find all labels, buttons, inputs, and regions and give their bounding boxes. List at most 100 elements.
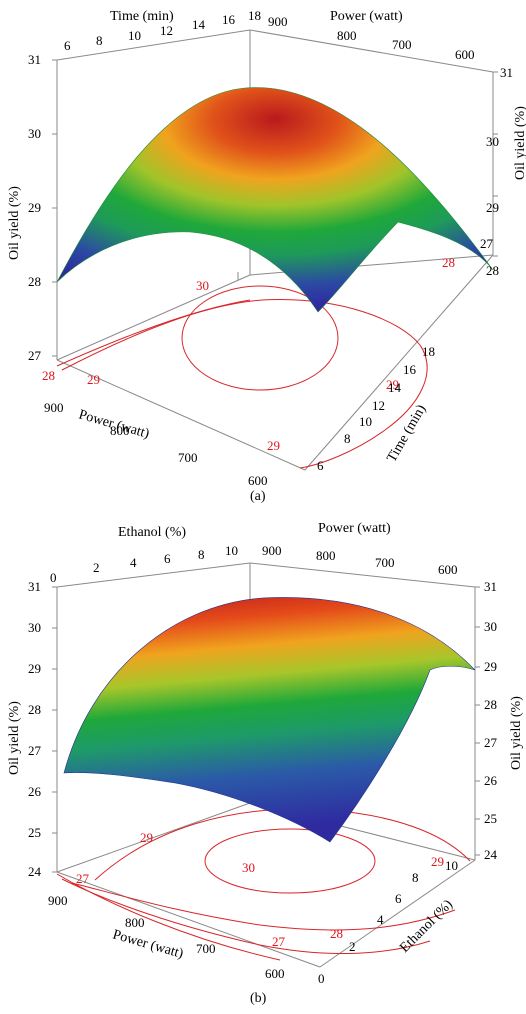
z-tick-label: 27 (28, 348, 42, 363)
power-tick-label: 900 (268, 14, 288, 29)
ethanol-tick-label: 2 (349, 939, 356, 954)
power-tick-label: 900 (48, 893, 68, 908)
z-axis-title-left-a: Oil yield (%) (7, 186, 22, 260)
power-tick-label: 600 (455, 47, 475, 62)
z-tick-label: 25 (484, 811, 497, 826)
time-tick-label: 16 (222, 12, 236, 27)
contour-label: 30 (196, 278, 209, 293)
time-tick-label: 10 (128, 28, 141, 43)
z-tick-label: 31 (484, 579, 497, 594)
z-tick-label: 28 (28, 274, 41, 289)
time-tick-label: 6 (64, 38, 71, 53)
contour-30-b (204, 828, 376, 894)
z-tick-label: 26 (28, 784, 42, 799)
z-ticks-b (52, 586, 480, 873)
ethanol-tick-label: 6 (164, 551, 171, 566)
z-tick-label: 30 (28, 126, 41, 141)
z-axis-title-left-b: Oil yield (%) (7, 701, 22, 775)
response-surface-a (56, 87, 494, 313)
power-tick-label: 800 (337, 28, 357, 43)
chart-panel-b: 29 27 30 29 28 27 31 30 29 28 27 26 25 2… (0, 505, 526, 1014)
power-tick-label: 700 (375, 555, 395, 570)
time-tick-label: 18 (248, 8, 261, 23)
power-tick-label: 600 (438, 562, 458, 577)
ethanol-tick-label: 0 (318, 971, 325, 986)
power-tick-label: 700 (392, 37, 412, 52)
contour-label: 28 (330, 926, 343, 941)
ethanol-tick-label: 2 (93, 560, 100, 575)
z-tick-label: 29 (486, 200, 499, 215)
contour-28-b (71, 882, 456, 931)
z-tick-label: 27 (28, 743, 42, 758)
power-tick-label: 900 (44, 400, 64, 415)
contour-label: 29 (386, 377, 399, 392)
z-tick-label: 29 (28, 661, 41, 676)
contour-label: 29 (87, 372, 100, 387)
z-tick-label: 30 (28, 620, 41, 635)
ethanol-tick-label: 8 (412, 870, 419, 885)
z-tick-label: 26 (484, 773, 498, 788)
power-tick-label: 800 (125, 915, 145, 930)
ethanol-tick-label: 6 (395, 891, 402, 906)
z-tick-label: 29 (484, 659, 497, 674)
time-tick-label: 12 (372, 398, 385, 413)
response-surface-b (63, 597, 476, 843)
contour-label: 29 (267, 438, 280, 453)
z-tick-label: 30 (486, 134, 499, 149)
z-tick-label: 28 (486, 263, 499, 278)
power-axis-title-top-a: Power (watt) (330, 9, 403, 24)
ethanol-tick-label: 10 (445, 858, 458, 873)
power-axis-title-bottom-b: Power (watt) (111, 927, 185, 962)
contour-27b-b (56, 873, 281, 961)
time-tick-label: 8 (344, 431, 351, 446)
contour-label: 28 (42, 368, 55, 383)
time-tick-label: 10 (359, 414, 372, 429)
chart-panel-a: 30 28 29 29 29 28 31 30 29 28 27 31 30 2… (0, 0, 526, 505)
power-tick-label: 800 (316, 548, 336, 563)
ethanol-tick-label: 4 (377, 912, 384, 927)
time-tick-label: 18 (422, 344, 435, 359)
contour-30-a (181, 285, 339, 391)
power-tick-label: 700 (178, 450, 198, 465)
power-tick-label: 600 (265, 966, 285, 981)
contour-label: 28 (442, 255, 455, 270)
z-tick-label: 28 (484, 697, 497, 712)
z-tick-label: 24 (484, 847, 498, 862)
power-tick-label: 800 (110, 423, 130, 438)
contour-label: 27 (272, 934, 286, 949)
contour-label: 29 (140, 830, 153, 845)
z-tick-label: 30 (484, 619, 497, 634)
time-tick-label: 14 (192, 17, 206, 32)
contour-28-a (56, 299, 251, 367)
z-tick-label: 25 (28, 825, 41, 840)
power-tick-label: 700 (196, 941, 216, 956)
ethanol-tick-label: 4 (130, 555, 137, 570)
z-tick-label: 31 (500, 65, 513, 80)
ethanol-tick-label: 10 (225, 543, 238, 558)
time-tick-label: 6 (317, 458, 324, 473)
z-tick-label: 31 (28, 579, 41, 594)
caption-b: (b) (250, 991, 267, 1006)
z-tick-label: 28 (28, 702, 41, 717)
power-tick-label: 600 (248, 473, 268, 488)
ethanol-axis-title-top-b: Ethanol (%) (118, 525, 186, 540)
time-tick-label: 8 (96, 33, 103, 48)
z-ticks-a (52, 59, 498, 357)
surface-plot-a: 30 28 29 29 29 28 31 30 29 28 27 31 30 2… (7, 8, 526, 504)
contour-label: 30 (242, 860, 255, 875)
contour-label: 27 (76, 871, 90, 886)
time-tick-label: 12 (160, 23, 173, 38)
ethanol-axis-title-bottom-b: Ethanol (%) (397, 897, 456, 956)
surface-plot-b: 29 27 30 29 28 27 31 30 29 28 27 26 25 2… (7, 521, 524, 1006)
ethanol-tick-label: 8 (198, 547, 205, 562)
contour-27-b (61, 878, 431, 955)
z-tick-label: 27 (484, 735, 498, 750)
caption-a: (a) (250, 489, 266, 504)
contour-label: 29 (431, 854, 444, 869)
time-tick-label: 16 (403, 362, 417, 377)
ethanol-tick-label: 0 (50, 570, 57, 585)
time-tick-label: 14 (388, 380, 402, 395)
z-axis-title-right-b: Oil yield (%) (509, 696, 524, 770)
z-tick-label: 24 (28, 864, 42, 879)
power-axis-title-top-b: Power (watt) (318, 521, 391, 536)
